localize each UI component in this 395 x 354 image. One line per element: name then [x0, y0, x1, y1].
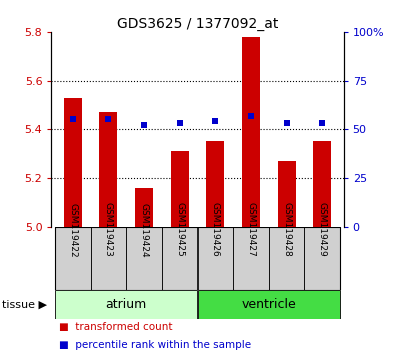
Bar	[162, 227, 198, 290]
Text: ■  transformed count: ■ transformed count	[59, 322, 173, 332]
Bar	[198, 227, 233, 290]
Text: GSM119426: GSM119426	[211, 202, 220, 257]
Bar	[171, 151, 188, 227]
Text: GSM119429: GSM119429	[318, 202, 327, 257]
Bar	[313, 141, 331, 227]
Bar	[207, 141, 224, 227]
Text: tissue ▶: tissue ▶	[2, 299, 47, 309]
Bar	[242, 37, 260, 227]
Title: GDS3625 / 1377092_at: GDS3625 / 1377092_at	[117, 17, 278, 31]
Text: GSM119422: GSM119422	[68, 202, 77, 257]
Text: GSM119428: GSM119428	[282, 202, 291, 257]
Bar	[90, 227, 126, 290]
Text: atrium: atrium	[105, 298, 147, 311]
Text: GSM119423: GSM119423	[104, 202, 113, 257]
Bar	[126, 227, 162, 290]
Bar	[269, 227, 305, 290]
Bar	[64, 98, 82, 227]
Text: GSM119425: GSM119425	[175, 202, 184, 257]
Text: ventricle: ventricle	[241, 298, 296, 311]
Bar	[278, 161, 295, 227]
Text: ■  percentile rank within the sample: ■ percentile rank within the sample	[59, 340, 251, 350]
Bar	[233, 227, 269, 290]
Bar	[305, 227, 340, 290]
Bar	[100, 112, 117, 227]
Text: GSM119427: GSM119427	[246, 202, 256, 257]
Bar	[55, 290, 198, 319]
Bar	[55, 227, 90, 290]
Bar	[198, 290, 340, 319]
Text: GSM119424: GSM119424	[139, 202, 149, 257]
Bar	[135, 188, 153, 227]
